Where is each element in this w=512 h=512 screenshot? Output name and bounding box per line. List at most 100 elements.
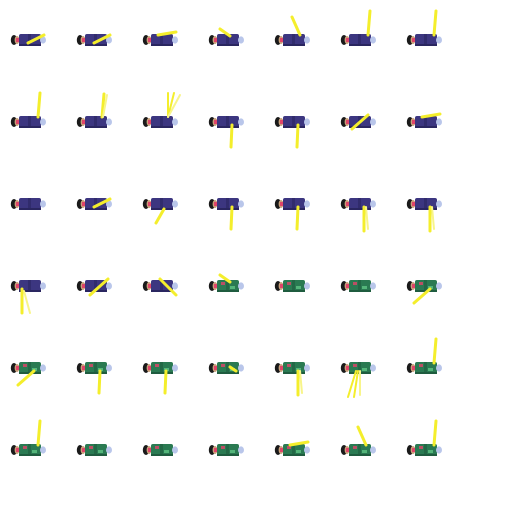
sprite-frame bbox=[264, 327, 328, 409]
ninja-sprite bbox=[208, 444, 244, 456]
ninja-sprite bbox=[406, 337, 442, 374]
sprite-frame bbox=[66, 81, 130, 163]
character-body bbox=[208, 34, 244, 46]
character-body bbox=[274, 280, 310, 292]
ninja-sprite bbox=[76, 33, 112, 46]
ninja-sprite bbox=[208, 27, 244, 46]
sprite-frame bbox=[264, 409, 328, 491]
character-body bbox=[208, 116, 244, 128]
character-body bbox=[142, 280, 178, 292]
ninja-sprite bbox=[10, 91, 46, 128]
sprite-frame bbox=[396, 81, 460, 163]
sprite-frame bbox=[330, 81, 394, 163]
character-body bbox=[142, 444, 178, 456]
sword-blade bbox=[350, 113, 370, 131]
ninja-sprite bbox=[340, 280, 376, 292]
character-body bbox=[10, 116, 46, 128]
sprite-frame bbox=[132, 327, 196, 409]
sword-blade bbox=[290, 15, 302, 37]
character-body bbox=[208, 280, 244, 292]
ninja-sprite bbox=[76, 92, 112, 128]
sprite-frame bbox=[396, 0, 460, 81]
character-body bbox=[10, 444, 46, 456]
sword-blade bbox=[347, 370, 357, 398]
sword-blade bbox=[97, 369, 102, 395]
ninja-sprite bbox=[340, 113, 376, 131]
sword-blade bbox=[154, 207, 166, 225]
ninja-sprite bbox=[10, 33, 46, 46]
ninja-sprite bbox=[340, 425, 376, 456]
ninja-sprite bbox=[76, 197, 112, 210]
character-body bbox=[406, 280, 442, 292]
sword-blade bbox=[167, 94, 181, 118]
character-body bbox=[274, 444, 310, 456]
sword-blade bbox=[288, 440, 310, 447]
character-body bbox=[142, 362, 178, 374]
ninja-sprite bbox=[406, 112, 442, 128]
sword-blade bbox=[412, 287, 432, 305]
character-body bbox=[274, 198, 310, 210]
ninja-sprite bbox=[208, 116, 244, 149]
sword-blade bbox=[228, 365, 238, 373]
character-body bbox=[406, 198, 442, 210]
character-body bbox=[10, 280, 46, 292]
sword-blade bbox=[218, 273, 232, 284]
sword-blade bbox=[432, 337, 438, 365]
sword-blade bbox=[353, 370, 359, 398]
sword-blade bbox=[92, 197, 112, 209]
sprite-frame bbox=[264, 81, 328, 163]
sword-blade bbox=[36, 419, 42, 447]
character-body bbox=[10, 362, 46, 374]
sprite-frame bbox=[0, 245, 64, 327]
ninja-sprite bbox=[142, 277, 178, 297]
character-body bbox=[76, 444, 112, 456]
ninja-sprite bbox=[274, 280, 310, 292]
character-body bbox=[208, 362, 244, 374]
sword-blade bbox=[431, 206, 435, 230]
sword-blade bbox=[432, 419, 438, 447]
sprite-frame bbox=[198, 327, 262, 409]
sprite-frame bbox=[0, 409, 64, 491]
ninja-sprite bbox=[208, 273, 244, 292]
ninja-sprite bbox=[274, 362, 310, 397]
ninja-sprite bbox=[340, 9, 376, 46]
sprite-frame bbox=[264, 245, 328, 327]
ninja-sprite bbox=[142, 30, 178, 46]
character-body bbox=[406, 116, 442, 128]
sprite-frame bbox=[264, 163, 328, 245]
ninja-sprite bbox=[406, 198, 442, 233]
sword-blade bbox=[432, 9, 438, 37]
ninja-sprite bbox=[142, 362, 178, 395]
ninja-sprite bbox=[10, 280, 46, 315]
sprite-frame bbox=[66, 327, 130, 409]
sword-blade bbox=[156, 30, 178, 37]
sprite-frame bbox=[66, 0, 130, 81]
sprite-frame bbox=[198, 409, 262, 491]
character-body bbox=[76, 362, 112, 374]
character-body bbox=[142, 116, 178, 128]
ninja-sprite bbox=[76, 277, 112, 297]
sprite-frame bbox=[330, 327, 394, 409]
sprite-frame bbox=[0, 0, 64, 81]
sword-blade bbox=[218, 27, 232, 38]
sprite-frame bbox=[396, 163, 460, 245]
sword-blade bbox=[102, 94, 108, 118]
ninja-sprite bbox=[142, 198, 178, 225]
sprite-frame bbox=[66, 245, 130, 327]
ninja-sprite bbox=[76, 444, 112, 456]
sprite-frame bbox=[330, 163, 394, 245]
sword-blade bbox=[295, 123, 300, 149]
sword-blade bbox=[100, 92, 106, 119]
sprite-frame bbox=[132, 0, 196, 81]
sprite-frame bbox=[330, 0, 394, 81]
sprite-frame bbox=[66, 163, 130, 245]
character-body bbox=[340, 444, 376, 456]
ninja-sprite bbox=[208, 198, 244, 231]
ninja-sprite bbox=[340, 362, 376, 398]
ninja-sprite bbox=[406, 419, 442, 456]
character-body bbox=[274, 362, 310, 374]
sword-blade bbox=[26, 33, 46, 45]
character-body bbox=[340, 198, 376, 210]
sword-blade bbox=[420, 112, 442, 119]
